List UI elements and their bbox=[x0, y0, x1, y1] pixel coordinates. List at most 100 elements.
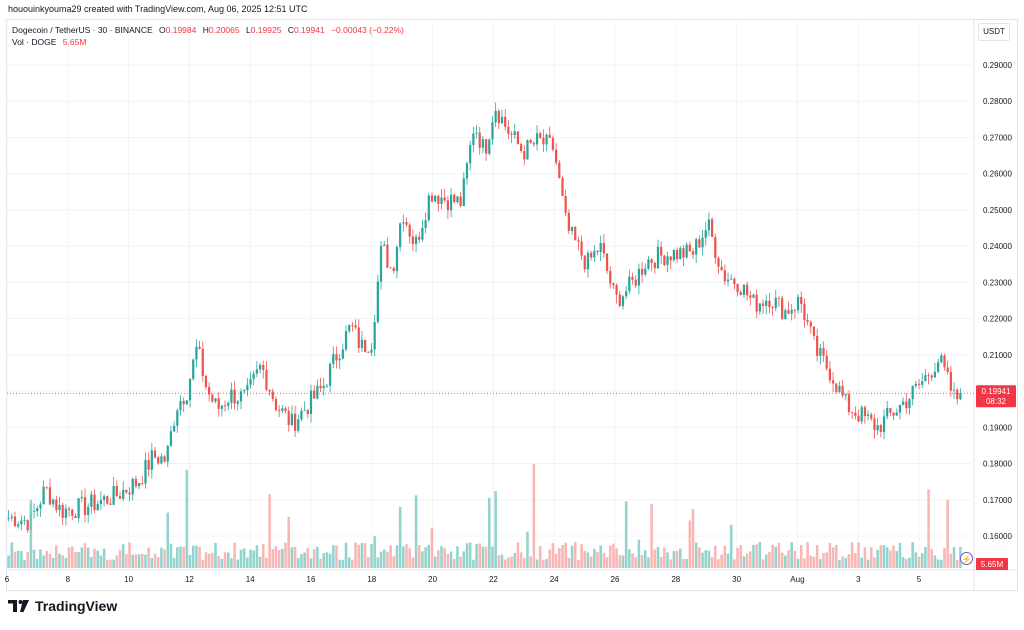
candle bbox=[564, 195, 567, 213]
candle bbox=[236, 401, 239, 404]
candle bbox=[102, 496, 106, 500]
volume-bar bbox=[745, 553, 749, 568]
candle bbox=[99, 499, 103, 504]
volume-bar bbox=[322, 553, 326, 568]
candle bbox=[653, 262, 656, 269]
candle bbox=[300, 410, 303, 420]
volume-bar bbox=[398, 506, 402, 568]
volume-bar bbox=[841, 556, 844, 568]
volume-bar bbox=[507, 557, 510, 568]
candle bbox=[847, 394, 851, 413]
candle bbox=[873, 418, 876, 431]
volume-bar bbox=[102, 548, 106, 568]
candle bbox=[469, 145, 472, 164]
volume-bar bbox=[863, 547, 867, 568]
volume-bar bbox=[870, 547, 873, 568]
volume-bar bbox=[255, 545, 259, 568]
volume-bar bbox=[395, 545, 399, 568]
volume-bar bbox=[182, 546, 185, 568]
volume-bar bbox=[45, 551, 49, 568]
volume-bar bbox=[242, 548, 246, 568]
volume-bar bbox=[338, 559, 341, 568]
volume-bar bbox=[20, 551, 23, 568]
candle bbox=[52, 499, 55, 505]
volume-bar bbox=[261, 544, 265, 568]
volume-bar bbox=[134, 554, 138, 568]
candle bbox=[685, 244, 688, 258]
candle bbox=[612, 283, 615, 286]
volume-bar bbox=[287, 516, 290, 568]
last-price-label: 0.19941 bbox=[982, 387, 1011, 396]
x-tick-label: 18 bbox=[367, 575, 376, 584]
candle bbox=[278, 410, 281, 412]
candle bbox=[258, 364, 262, 370]
volume-bar bbox=[656, 546, 660, 568]
volume-bar bbox=[503, 559, 507, 568]
candle bbox=[87, 506, 90, 515]
candle bbox=[370, 349, 373, 353]
candle bbox=[768, 300, 771, 308]
candle bbox=[309, 390, 313, 414]
candle bbox=[112, 486, 115, 505]
candle bbox=[615, 285, 618, 295]
candle bbox=[322, 385, 325, 389]
candle bbox=[418, 236, 421, 240]
candle bbox=[790, 309, 793, 314]
candle bbox=[96, 503, 99, 511]
volume-bar bbox=[793, 550, 797, 568]
volume-bar bbox=[526, 531, 529, 568]
candle bbox=[338, 358, 341, 361]
candle bbox=[793, 309, 796, 311]
volume-bar bbox=[768, 551, 771, 568]
candle bbox=[621, 296, 625, 307]
candle bbox=[618, 294, 621, 307]
candle bbox=[831, 380, 835, 384]
candle bbox=[303, 410, 306, 411]
candle bbox=[940, 355, 943, 363]
volume-bar bbox=[510, 556, 513, 568]
candle bbox=[812, 326, 816, 336]
candle bbox=[249, 378, 252, 385]
volume-bar bbox=[48, 553, 52, 568]
legend-high-value: 0.20065 bbox=[208, 25, 240, 35]
volume-bar bbox=[717, 559, 720, 568]
volume-bar bbox=[341, 559, 345, 568]
legend-volume-label[interactable]: Vol · DOGE bbox=[12, 37, 57, 47]
volume-bar bbox=[663, 547, 666, 568]
candle bbox=[201, 348, 204, 376]
volume-bar bbox=[873, 557, 876, 568]
volume-bar bbox=[7, 555, 10, 568]
volume-bar bbox=[901, 557, 905, 568]
legend-symbol-row: Dogecoin / TetherUS · 30 · BINANCE O0.19… bbox=[12, 24, 404, 36]
candle bbox=[478, 132, 481, 148]
volume-bar bbox=[411, 557, 415, 568]
lightning-icon[interactable]: ⚡ bbox=[960, 552, 973, 565]
volume-bar bbox=[125, 554, 128, 568]
volume-bar bbox=[857, 542, 860, 568]
candle bbox=[58, 504, 61, 510]
volume-bar bbox=[497, 555, 501, 568]
volume-bar bbox=[780, 552, 784, 568]
volume-bar bbox=[417, 545, 421, 568]
candle bbox=[357, 327, 360, 349]
volume-bar bbox=[799, 545, 803, 568]
candle bbox=[446, 200, 450, 211]
volume-bar bbox=[147, 547, 150, 568]
volume-bar bbox=[714, 545, 717, 568]
volume-bar bbox=[16, 550, 20, 568]
currency-button[interactable]: USDT bbox=[978, 23, 1010, 41]
candle bbox=[319, 385, 322, 389]
legend-open-label: O bbox=[159, 25, 166, 35]
legend-open-value: 0.19984 bbox=[165, 25, 197, 35]
volume-bar bbox=[389, 545, 392, 568]
volume-bar bbox=[449, 551, 453, 568]
volume-bar bbox=[115, 555, 119, 568]
candle bbox=[838, 385, 841, 392]
volume-bar bbox=[729, 524, 733, 568]
legend-symbol[interactable]: Dogecoin / TetherUS · 30 · BINANCE bbox=[12, 25, 153, 35]
volume-bar bbox=[163, 549, 166, 568]
x-tick-label: 14 bbox=[246, 575, 255, 584]
volume-bar bbox=[710, 557, 714, 568]
volume-bar bbox=[456, 546, 459, 568]
